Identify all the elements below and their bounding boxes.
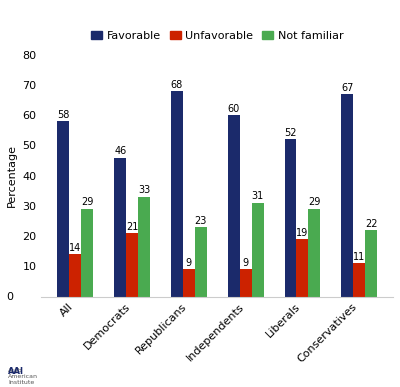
- Y-axis label: Percentage: Percentage: [7, 144, 17, 207]
- Text: 67: 67: [341, 82, 354, 92]
- Text: 46: 46: [114, 146, 126, 156]
- Text: 52: 52: [284, 128, 297, 138]
- Bar: [365, 230, 377, 297]
- Bar: [228, 115, 240, 297]
- Text: 14: 14: [69, 243, 82, 253]
- Legend: Favorable, Unfavorable, Not familiar: Favorable, Unfavorable, Not familiar: [87, 26, 348, 45]
- Text: 22: 22: [365, 219, 377, 229]
- Text: 9: 9: [186, 258, 192, 268]
- Bar: [126, 233, 138, 297]
- Bar: [195, 227, 207, 297]
- Bar: [308, 209, 320, 297]
- Text: 29: 29: [81, 197, 94, 207]
- Bar: [284, 139, 296, 297]
- Bar: [183, 269, 195, 297]
- Bar: [171, 91, 183, 297]
- Bar: [353, 264, 365, 297]
- Bar: [240, 269, 252, 297]
- Text: 33: 33: [138, 185, 150, 195]
- Text: 0: 0: [6, 292, 13, 302]
- Text: Arab
American
Institute: Arab American Institute: [8, 368, 38, 385]
- Text: 11: 11: [353, 252, 365, 262]
- Bar: [296, 239, 308, 297]
- Bar: [58, 121, 69, 297]
- Text: AAI: AAI: [8, 367, 24, 376]
- Text: 68: 68: [171, 79, 183, 89]
- Text: 60: 60: [228, 104, 240, 114]
- Bar: [341, 94, 353, 297]
- Text: 58: 58: [57, 110, 70, 120]
- Bar: [114, 158, 126, 297]
- Text: 19: 19: [296, 228, 308, 238]
- Text: 9: 9: [242, 258, 249, 268]
- Bar: [69, 254, 81, 297]
- Bar: [81, 209, 93, 297]
- Text: 21: 21: [126, 222, 138, 232]
- Text: 29: 29: [308, 197, 320, 207]
- Bar: [252, 203, 264, 297]
- Text: 23: 23: [195, 216, 207, 226]
- Text: 31: 31: [252, 192, 264, 201]
- Bar: [138, 197, 150, 297]
